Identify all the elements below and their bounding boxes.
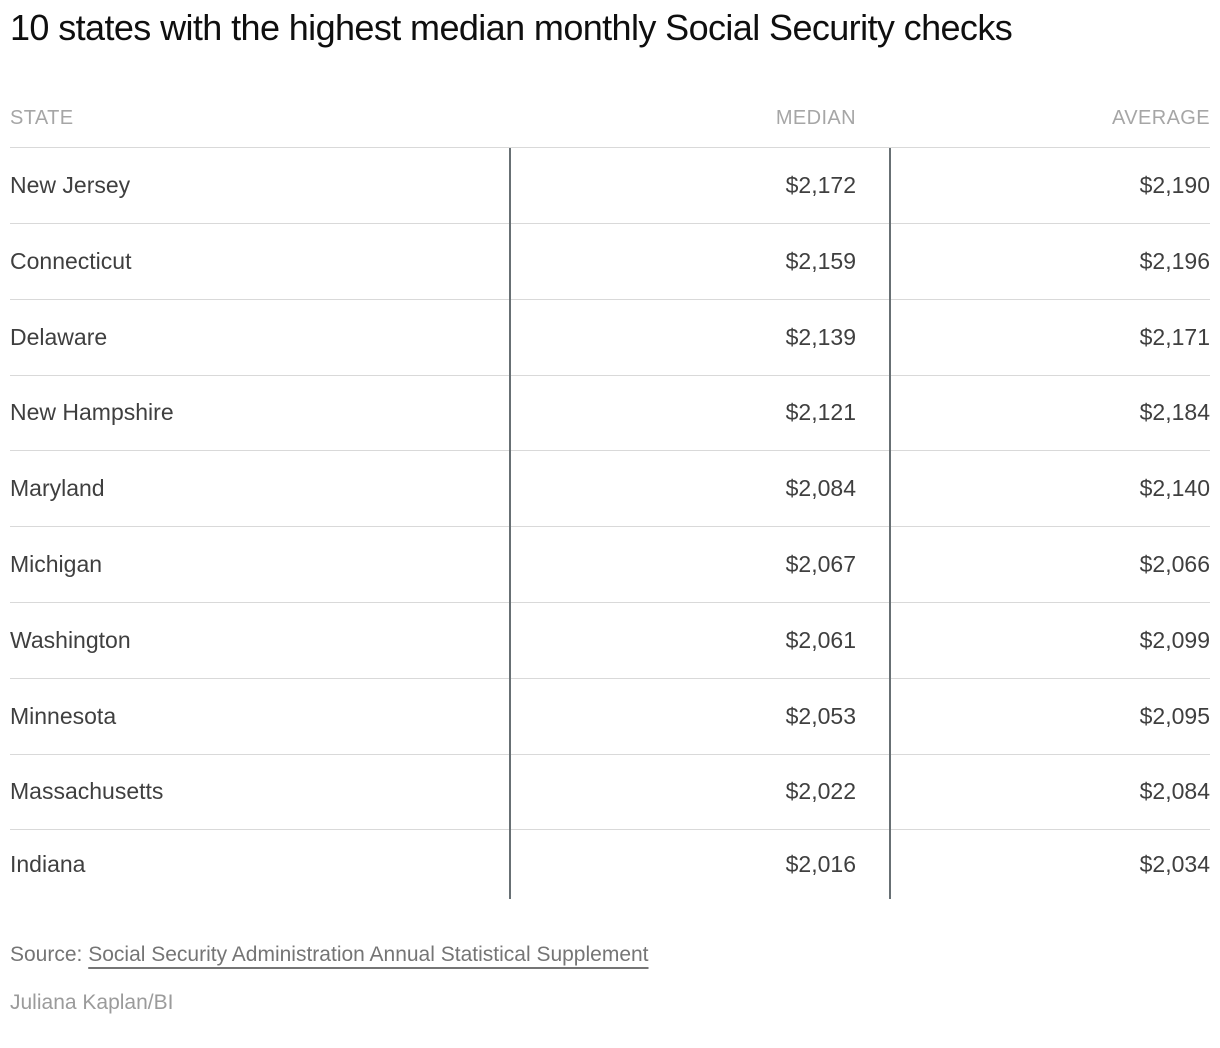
cell-average: $2,095 xyxy=(1139,702,1210,729)
cell-average: $2,140 xyxy=(1139,475,1210,502)
table-row: Minnesota $2,053 $2,095 xyxy=(10,679,1210,755)
cell-median: $2,139 xyxy=(785,323,856,350)
table-row: Michigan $2,067 $2,066 xyxy=(10,527,1210,603)
column-header-median: MEDIAN xyxy=(775,107,856,130)
cell-state: New Jersey xyxy=(10,172,131,199)
cell-state: Minnesota xyxy=(10,702,117,729)
table-row: Maryland $2,084 $2,140 xyxy=(10,451,1210,528)
column-header-average: AVERAGE xyxy=(1111,107,1210,130)
cell-median: $2,084 xyxy=(785,475,856,502)
table-row: Washington $2,061 $2,099 xyxy=(10,603,1210,679)
cell-median: $2,121 xyxy=(785,399,856,426)
cell-average: $2,034 xyxy=(1139,851,1210,878)
table-row: New Jersey $2,172 $2,190 xyxy=(10,148,1210,224)
page-title: 10 states with the highest median monthl… xyxy=(10,7,1013,48)
cell-median: $2,061 xyxy=(785,626,856,653)
table-row: Indiana $2,016 $2,034 xyxy=(10,830,1210,899)
cell-state: Indiana xyxy=(10,851,86,878)
cell-median: $2,172 xyxy=(785,172,856,199)
cell-state: Washington xyxy=(10,626,131,653)
cell-average: $2,196 xyxy=(1139,247,1210,274)
column-header-state: STATE xyxy=(10,107,74,130)
table-header-row: STATE MEDIAN AVERAGE xyxy=(10,107,1210,130)
cell-average: $2,066 xyxy=(1139,551,1210,578)
table-row: Connecticut $2,159 $2,196 xyxy=(10,224,1210,300)
cell-average: $2,190 xyxy=(1139,172,1210,199)
cell-state: Michigan xyxy=(10,551,103,578)
cell-state: Connecticut xyxy=(10,247,132,274)
cell-median: $2,067 xyxy=(785,551,856,578)
byline: Juliana Kaplan/BI xyxy=(10,991,174,1015)
cell-state: Massachusetts xyxy=(10,778,164,805)
cell-average: $2,171 xyxy=(1139,323,1210,350)
cell-average: $2,084 xyxy=(1139,778,1210,805)
source-label: Source: xyxy=(10,943,83,967)
source-line: Source: Social Security Administration A… xyxy=(10,943,1210,967)
cell-median: $2,022 xyxy=(785,778,856,805)
source-link[interactable]: Social Security Administration Annual St… xyxy=(88,943,649,967)
column-divider-right xyxy=(889,148,891,900)
cell-average: $2,099 xyxy=(1139,626,1210,653)
cell-median: $2,053 xyxy=(785,702,856,729)
cell-state: Delaware xyxy=(10,323,108,350)
table-graphic: 10 states with the highest median monthl… xyxy=(0,6,1220,1015)
table-row: Massachusetts $2,022 $2,084 xyxy=(10,755,1210,831)
cell-median: $2,159 xyxy=(785,247,856,274)
cell-average: $2,184 xyxy=(1139,399,1210,426)
cell-state: Maryland xyxy=(10,475,105,502)
cell-state: New Hampshire xyxy=(10,399,174,426)
table-row: New Hampshire $2,121 $2,184 xyxy=(10,376,1210,452)
table-body: New Jersey $2,172 $2,190 Connecticut $2,… xyxy=(10,147,1210,900)
table-row: Delaware $2,139 $2,171 xyxy=(10,300,1210,376)
column-divider-left xyxy=(509,148,511,900)
cell-median: $2,016 xyxy=(785,851,856,878)
